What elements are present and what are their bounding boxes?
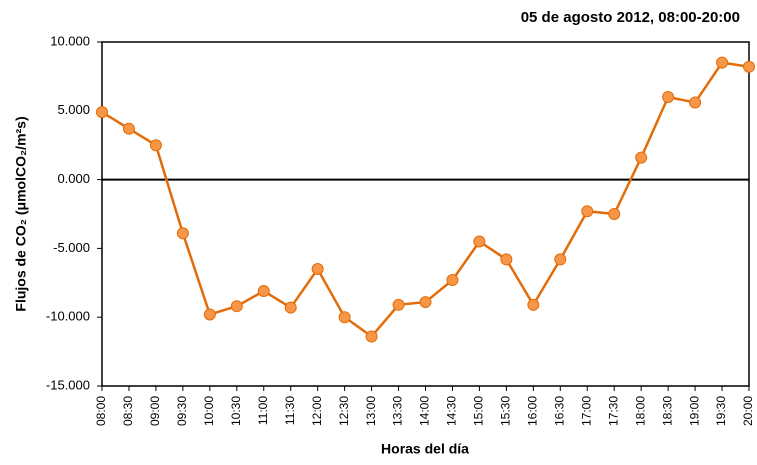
marker — [365, 330, 378, 343]
y-tick-label: -10.000 — [46, 309, 90, 324]
x-tick-label: 08:30 — [121, 396, 135, 426]
x-tick-label: 12:30 — [337, 396, 351, 426]
marker — [662, 91, 675, 104]
marker — [122, 122, 135, 135]
marker — [392, 298, 405, 311]
x-tick-label: 16:30 — [552, 396, 566, 426]
y-tick-label: -5.000 — [53, 240, 90, 255]
x-tick-label: 14:30 — [445, 396, 459, 426]
line — [101, 61, 750, 339]
x-tick-label: 16:00 — [526, 396, 540, 426]
x-tick-label: 08:00 — [94, 396, 108, 426]
y-tick-label: 5.000 — [57, 102, 90, 117]
x-tick-label: 10:30 — [229, 396, 243, 426]
x-tick-label: 19:00 — [687, 396, 701, 426]
marker — [554, 253, 567, 266]
x-tick-label: 09:00 — [148, 396, 162, 426]
marker — [338, 311, 351, 324]
x-tick-label: 13:30 — [391, 396, 405, 426]
marker — [635, 151, 648, 164]
marker — [230, 300, 243, 313]
x-tick-label: 17:30 — [606, 396, 620, 426]
x-tick-label: 15:00 — [472, 396, 486, 426]
marker — [689, 96, 702, 109]
marker — [419, 296, 432, 309]
x-tick-label: 14:00 — [418, 396, 432, 426]
x-tick-label: 11:30 — [283, 396, 297, 425]
marker — [743, 60, 755, 73]
x-axis-label: Horas del día — [381, 441, 469, 457]
marker — [203, 308, 216, 321]
x-tick-label: 20:00 — [741, 396, 755, 426]
marker — [716, 56, 729, 69]
y-axis-label: Flujos de CO₂ (μmolCO₂/m²s) — [13, 116, 29, 311]
plot-area — [101, 41, 750, 387]
x-tick-label: 18:30 — [660, 396, 674, 426]
x-tick-label: 15:30 — [499, 396, 513, 426]
marker — [149, 139, 162, 152]
marker — [311, 263, 324, 276]
y-tick-label: 0.000 — [57, 171, 90, 186]
x-tick-label: 12:00 — [310, 396, 324, 426]
y-tick-label: 10.000 — [50, 33, 90, 48]
marker — [500, 253, 513, 266]
marker — [581, 205, 594, 218]
x-tick-label: 18:00 — [633, 396, 647, 426]
x-tick-label: 09:30 — [175, 396, 189, 426]
marker — [608, 208, 621, 220]
x-tick-label: 11:00 — [256, 396, 270, 425]
marker — [473, 235, 486, 248]
marker — [284, 301, 297, 314]
x-tick-label: 10:00 — [202, 396, 216, 426]
x-tick-label: 17:00 — [579, 396, 593, 426]
x-tick-label: 13:00 — [364, 396, 378, 426]
marker — [257, 285, 270, 298]
x-tick-label: 19:30 — [714, 396, 728, 426]
y-tick-label: -15.000 — [46, 377, 90, 392]
marker — [96, 106, 108, 119]
marker — [176, 227, 189, 240]
marker — [527, 298, 540, 311]
marker — [446, 274, 459, 287]
chart-title: 05 de agosto 2012, 08:00-20:00 — [521, 9, 740, 26]
